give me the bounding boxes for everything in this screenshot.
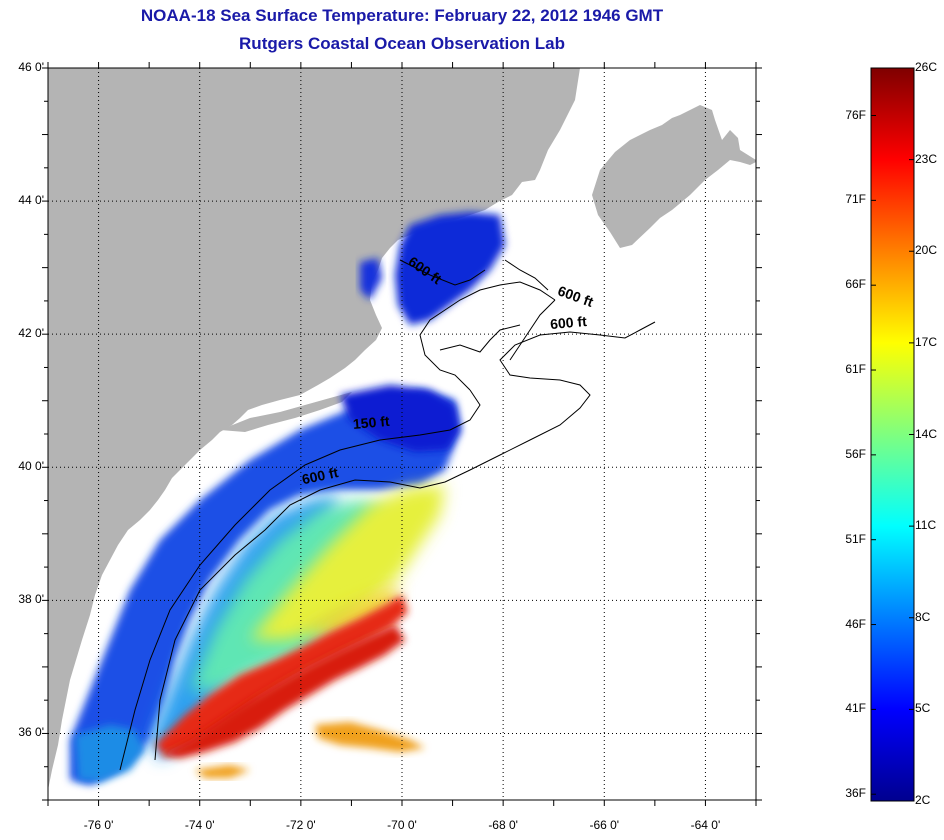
colorbar-label-fahrenheit: 66F (845, 277, 866, 292)
lat-label: 36 0' (18, 725, 44, 740)
land-mainland (48, 68, 756, 248)
lon-label: -64 0' (690, 818, 721, 832)
sst-field (70, 212, 505, 785)
lat-label: 42 0' (18, 326, 44, 341)
colorbar-label-celsius: 5C (915, 701, 931, 716)
colorbar-label-fahrenheit: 41F (845, 701, 866, 716)
colorbar-label-celsius: 8C (915, 609, 931, 624)
axis-ticks (42, 62, 762, 806)
colorbar-label-celsius: 11C (915, 518, 937, 533)
land-long-island (220, 392, 352, 432)
lat-label: 46 0' (18, 60, 44, 74)
lat-label: 38 0' (18, 592, 44, 607)
colorbar-label-fahrenheit: 76F (845, 107, 866, 122)
lon-label: -66 0' (589, 818, 620, 832)
colorbar-label-fahrenheit: 46F (845, 616, 866, 631)
contour-label: 600 ft (300, 464, 339, 487)
colorbar-label-celsius: 20C (915, 243, 938, 258)
colorbar-label-celsius: 17C (915, 334, 938, 349)
map-title: NOAA-18 Sea Surface Temperature: Februar… (140, 6, 664, 25)
colorbar (870, 67, 915, 802)
colorbar-label-celsius: 2C (915, 793, 931, 807)
lat-label: 40 0' (18, 459, 44, 474)
colorbar-label-fahrenheit: 56F (845, 446, 866, 461)
contour-label: 150 ft (352, 413, 390, 432)
lon-label: -68 0' (488, 818, 518, 832)
map-subtitle: Rutgers Coastal Ocean Observation Lab (239, 34, 565, 53)
colorbar-label-fahrenheit: 71F (845, 192, 866, 207)
lon-label: -76 0' (83, 818, 114, 832)
colorbar-ticks (871, 67, 914, 802)
colorbar-label-fahrenheit: 36F (845, 786, 866, 801)
contour-label: 600 ft (550, 313, 588, 332)
lon-label: -74 0' (184, 818, 215, 832)
colorbar-label-fahrenheit: 51F (845, 531, 866, 546)
lat-label: 44 0' (18, 193, 44, 208)
land-us-coast (48, 68, 580, 790)
lon-label: -70 0' (387, 818, 417, 832)
lon-label: -72 0' (286, 818, 316, 832)
colorbar-label-celsius: 14C (915, 426, 938, 441)
colorbar-label-fahrenheit: 61F (845, 362, 866, 377)
colorbar-label-celsius: 26C (915, 60, 938, 74)
colorbar-label-celsius: 23C (915, 151, 938, 166)
